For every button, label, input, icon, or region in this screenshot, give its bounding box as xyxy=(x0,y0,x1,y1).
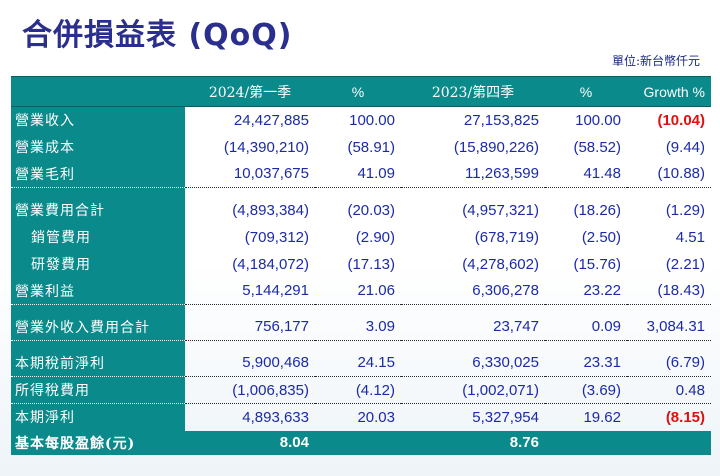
header-label xyxy=(11,76,185,107)
growth-value: 3,084.31 xyxy=(627,313,711,341)
percent-2024-q1: 20.03 xyxy=(357,408,395,426)
percent-2023-q4: (18.26) xyxy=(573,201,621,219)
percent-2024-q1: (20.03) xyxy=(347,201,395,219)
income-statement-table: 2024/第一季 % 2023/第四季 % Growth % 營業收入 24,4… xyxy=(11,76,711,455)
value-2024-q1: (1,006,835) xyxy=(185,376,315,404)
percent-2023-q4: (15.76) xyxy=(573,255,621,273)
percent-2023-q4: (2.50) xyxy=(581,228,621,246)
value-2024-q1: (4,893,384) xyxy=(232,201,309,219)
table-row: 營業外收入費用合計 756,177 3.09 23,747 0.09 3,084… xyxy=(11,313,711,341)
percent-2024-q1: 3.09 xyxy=(315,313,401,341)
percent-2024-q1: (4.12) xyxy=(315,376,401,404)
percent-2024-q1: 24.15 xyxy=(315,349,401,377)
value-2023-q4: 6,330,025 xyxy=(401,349,545,377)
value-2023-q4: 11,263,599 xyxy=(401,160,545,188)
table-row: 研發費用 (4,184,072) (17.13) (4,278,602) (15… xyxy=(11,250,711,278)
unit-note: 單位:新台幣仟元 xyxy=(611,54,700,68)
header-2024-q1: 2024/第一季 xyxy=(185,76,315,107)
table-row: 營業成本 (14,390,210) (58.91) (15,890,226) (… xyxy=(11,133,711,161)
value-2023-q4: 6,306,278 xyxy=(401,277,545,305)
value-2024-q1: 756,177 xyxy=(185,313,315,341)
percent-2024-q1: (17.13) xyxy=(347,255,395,273)
growth-value: (18.43) xyxy=(627,277,711,305)
percent-2023-q4: (3.69) xyxy=(545,376,627,404)
percent-2023-q4: (58.52) xyxy=(573,138,621,156)
value-2023-q4: 5,327,954 xyxy=(472,408,539,426)
growth-value: (10.88) xyxy=(627,160,711,188)
header-row: 2024/第一季 % 2023/第四季 % Growth % xyxy=(11,76,711,107)
value-2024-q1: 10,037,675 xyxy=(185,160,315,188)
header-2023-q4-percent: % xyxy=(545,76,627,107)
value-2023-q4: 23,747 xyxy=(401,313,545,341)
table-row: 本期稅前淨利 5,900,468 24.15 6,330,025 23.31 (… xyxy=(11,349,711,377)
percent-2024-q1 xyxy=(315,430,401,455)
value-2023-q4: 8.76 xyxy=(401,430,545,455)
row-label: 本期淨利 xyxy=(11,403,185,431)
value-2024-q1: 24,427,885 xyxy=(233,111,309,129)
row-label: 營業外收入費用合計 xyxy=(11,313,185,341)
value-2023-q4: (4,957,321) xyxy=(462,201,539,219)
percent-2024-q1: 21.06 xyxy=(315,277,401,305)
row-label: 營業利益 xyxy=(11,277,185,305)
row-label: 營業費用合計 xyxy=(11,196,185,224)
percent-2023-q4: 23.31 xyxy=(545,349,627,377)
page-title: 合併損益表 (QoQ) xyxy=(22,18,293,53)
percent-2024-q1: 41.09 xyxy=(315,160,401,188)
percent-2023-q4: 23.22 xyxy=(545,277,627,305)
spacer-row xyxy=(11,340,711,350)
table-row: 銷管費用 (709,312) (2.90) (678,719) (2.50) 4… xyxy=(11,223,711,251)
growth-value: 4.51 xyxy=(675,228,705,246)
growth-value: (9.44) xyxy=(665,138,705,156)
table-row: 營業收入 24,427,885 100.00 27,153,825 100.00… xyxy=(11,106,711,134)
header-2023-q4: 2023/第四季 xyxy=(401,76,545,107)
table-row: 營業費用合計 (4,893,384) (20.03) (4,957,321) (… xyxy=(11,196,711,224)
percent-2024-q1: (58.91) xyxy=(347,138,395,156)
row-label: 研發費用 xyxy=(11,250,185,278)
value-2024-q1: (14,390,210) xyxy=(223,138,309,156)
value-2024-q1: (709,312) xyxy=(244,228,309,246)
value-2024-q1: 4,893,633 xyxy=(242,408,309,426)
percent-2023-q4 xyxy=(545,430,627,455)
value-2024-q1: 5,900,468 xyxy=(185,349,315,377)
header-growth: Growth % xyxy=(627,76,711,107)
value-2023-q4: (1,002,071) xyxy=(401,376,545,404)
value-2024-q1: 5,144,291 xyxy=(185,277,315,305)
value-2024-q1: 8.04 xyxy=(185,430,315,455)
growth-value: 0.48 xyxy=(627,376,711,404)
growth-value: (2.21) xyxy=(665,255,705,273)
value-2024-q1: (4,184,072) xyxy=(232,255,309,273)
value-2023-q4: 27,153,825 xyxy=(463,111,539,129)
table-row: 營業毛利 10,037,675 41.09 11,263,599 41.48 (… xyxy=(11,160,711,188)
table-row: 營業利益 5,144,291 21.06 6,306,278 23.22 (18… xyxy=(11,277,711,305)
row-label: 所得稅費用 xyxy=(11,376,185,404)
value-2023-q4: (15,890,226) xyxy=(453,138,539,156)
spacer-row xyxy=(11,304,711,314)
percent-2024-q1: 100.00 xyxy=(349,111,395,129)
percent-2024-q1: (2.90) xyxy=(355,228,395,246)
header-2024-q1-percent: % xyxy=(315,76,401,107)
growth-value: (6.79) xyxy=(627,349,711,377)
value-2023-q4: (4,278,602) xyxy=(462,255,539,273)
table-row: 所得稅費用 (1,006,835) (4.12) (1,002,071) (3.… xyxy=(11,376,711,404)
row-label: 營業成本 xyxy=(11,133,185,161)
percent-2023-q4: 100.00 xyxy=(575,111,621,129)
eps-row: 基本每股盈餘(元) 8.04 8.76 xyxy=(11,430,711,455)
value-2023-q4: (678,719) xyxy=(474,228,539,246)
row-label: 基本每股盈餘(元) xyxy=(11,430,185,455)
growth-value: (8.15) xyxy=(665,408,705,426)
growth-value xyxy=(627,430,711,455)
percent-2023-q4: 0.09 xyxy=(545,313,627,341)
table-row: 本期淨利 4,893,633 20.03 5,327,954 19.62 (8.… xyxy=(11,403,711,431)
percent-2023-q4: 19.62 xyxy=(583,408,621,426)
row-label: 營業毛利 xyxy=(11,160,185,188)
row-label: 營業收入 xyxy=(11,106,185,134)
row-label: 銷管費用 xyxy=(11,223,185,251)
percent-2023-q4: 41.48 xyxy=(545,160,627,188)
growth-value: (1.29) xyxy=(665,201,705,219)
spacer-row xyxy=(11,187,711,197)
row-label: 本期稅前淨利 xyxy=(11,349,185,377)
growth-value: (10.04) xyxy=(657,111,705,129)
